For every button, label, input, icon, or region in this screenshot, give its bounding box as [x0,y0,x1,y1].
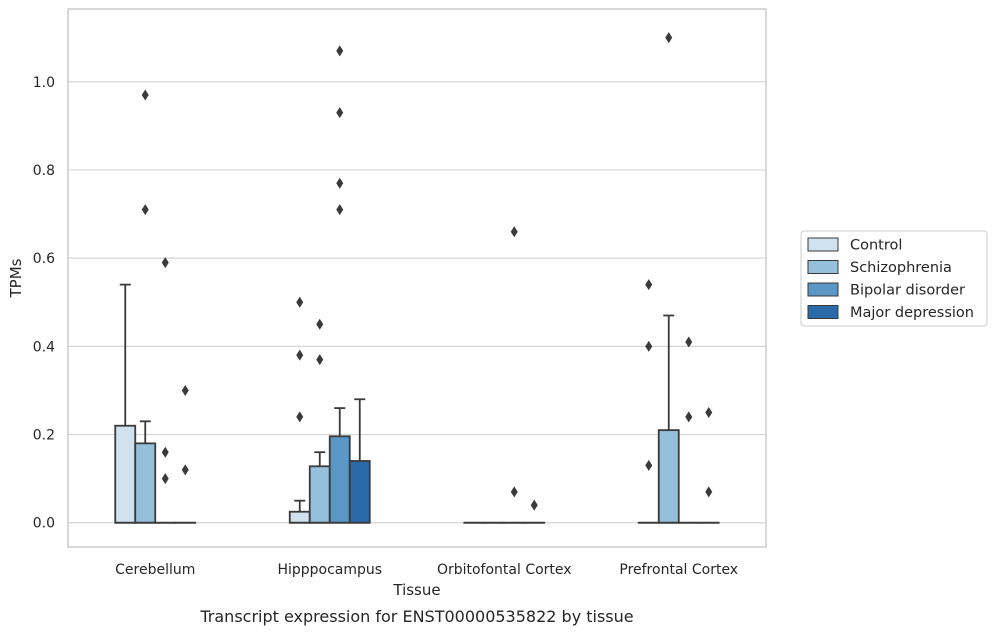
box [503,226,526,524]
box [637,279,660,524]
outlier-point [530,499,538,511]
outlier-point [181,384,189,396]
chart-caption: Transcript expression for ENST0000053582… [199,607,633,626]
outlier-point [181,464,189,476]
outlier-point [161,257,169,269]
y-axis-title: TPMs [7,258,25,298]
legend-label: Bipolar disorder [850,283,965,299]
outlier-point [316,318,324,330]
legend-label: Schizophrenia [850,260,952,276]
outlier-point [336,177,344,189]
outlier-point [705,486,713,498]
box [288,296,311,524]
outlier-point [685,336,693,348]
y-tick-labels: 0.0 0.2 0.4 0.6 0.8 1.0 [33,75,55,532]
x-tick-labels: Cerebellum Hipppocampus Orbitofontal Corte… [115,562,738,578]
box [308,318,331,524]
legend-label: Major depression [850,305,974,321]
outlier-point [665,32,673,44]
outlier-point [336,204,344,216]
y-tick-label: 1.0 [33,75,55,91]
y-tick-label: 0.2 [33,428,55,444]
legend-label: Control [850,238,902,254]
box [174,384,197,524]
outlier-point [510,486,518,498]
outlier-point [316,354,324,366]
outlier-point [510,226,518,238]
y-tick-label: 0.6 [33,251,55,267]
box [697,407,720,524]
box-body [308,465,331,524]
box-body [288,510,311,524]
outlier-point [296,411,304,423]
outlier-point [336,107,344,119]
box-body [114,424,137,524]
box-body [134,442,157,524]
box [328,45,351,524]
box-body [328,435,351,524]
x-tick-label: Orbitofontal Cortex [437,562,572,578]
y-tick-label: 0.8 [33,163,55,179]
x-tick-label: Cerebellum [115,562,195,578]
y-tick-label: 0.0 [33,516,55,532]
legend-frame [800,230,988,327]
outlier-point [161,473,169,485]
legend: Control Schizophrenia Bipolar disorder Majo… [800,230,988,327]
x-tick-label: Prefrontal Cortex [619,562,738,578]
outlier-point [296,349,304,361]
legend-swatch [807,282,839,297]
legend-swatch [807,260,839,274]
box [657,32,680,524]
outlier-point [645,459,653,471]
outlier-point [685,411,693,423]
outlier-point [141,89,149,101]
legend-swatch [807,237,839,252]
box [348,398,371,524]
box [134,89,157,524]
x-axis-title: Tissue [392,581,440,599]
legend-swatch [807,305,839,319]
box-body [348,460,371,524]
box [114,283,137,524]
box [523,499,546,524]
y-tick-label: 0.4 [33,339,55,355]
plot-frame [67,8,767,548]
outlier-point [705,407,713,418]
outlier-point [296,296,304,308]
outlier-point [645,340,653,352]
x-tick-label: Hipppocampus [277,562,382,578]
box-body [657,429,680,524]
outlier-point [336,45,344,57]
box-groups [114,32,720,524]
outlier-point [645,279,653,291]
box [677,336,700,524]
box [154,257,177,524]
outlier-point [161,446,169,458]
outlier-point [141,204,149,216]
